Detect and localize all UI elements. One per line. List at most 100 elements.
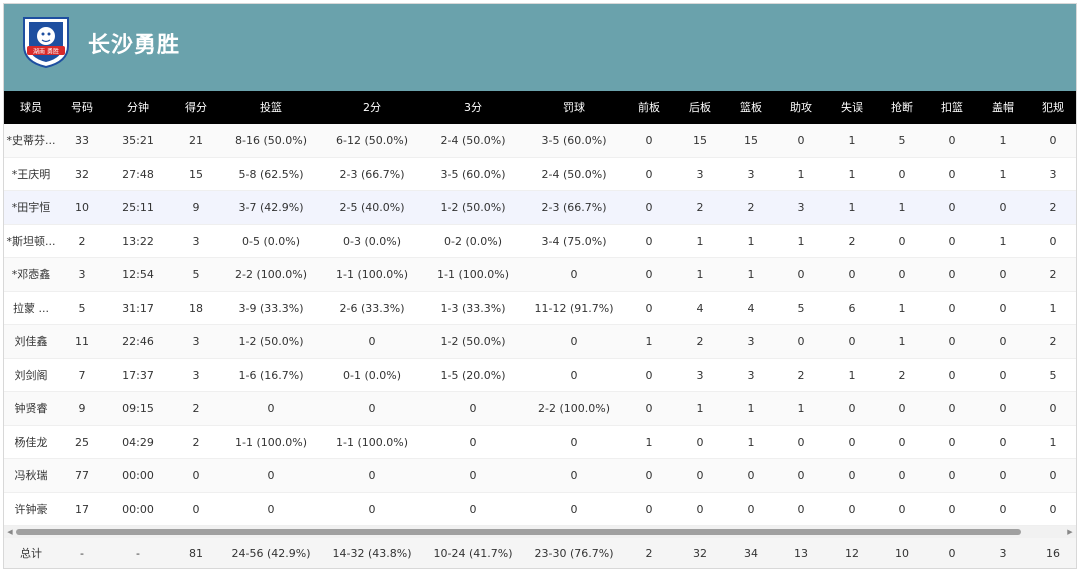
stat-cell: 0 xyxy=(999,435,1007,449)
stat-cell: 13:22 xyxy=(122,234,154,248)
stat-cell: 00:00 xyxy=(122,469,154,482)
stat-cell: 1-1 (100.0%) xyxy=(437,268,509,281)
stat-cell: 1-5 (20.0%) xyxy=(440,368,506,382)
stat-cell: 2-4 (50.0%) xyxy=(440,134,506,147)
stat-cell: 1-1 (100.0%) xyxy=(336,435,408,449)
stat-cell: 0 xyxy=(747,502,755,516)
stat-cell: 0 xyxy=(645,368,653,382)
stat-cell: 5 xyxy=(78,301,86,315)
totals-label: 总计 xyxy=(20,547,42,560)
stat-cell: 2 xyxy=(1049,335,1057,348)
stat-cell: 0 xyxy=(645,502,653,516)
stat-cell: 0 xyxy=(898,502,906,516)
stat-cell: 1-2 (50.0%) xyxy=(440,335,506,348)
total-cell: 3 xyxy=(999,547,1007,560)
column-header: 抢断 xyxy=(891,101,913,114)
stat-cell: 0 xyxy=(948,435,956,449)
stat-cell: 0 xyxy=(469,402,477,415)
stat-cell: 8-16 (50.0%) xyxy=(235,134,307,147)
stat-cell: 0 xyxy=(898,268,906,281)
stat-cell: 2 xyxy=(747,201,755,214)
stat-cell: 17 xyxy=(75,502,89,516)
stat-cell: 04:29 xyxy=(122,435,154,449)
stat-cell: 3 xyxy=(797,201,805,214)
table-header: 球员 号码 分钟 得分 投篮 2分 3分 罚球 前板 后板 篮板 助攻 失误 抢断 扣篮 盖帽 犯规 xyxy=(4,91,1076,124)
stat-cell: 0 xyxy=(999,268,1007,281)
stat-cell: 5 xyxy=(898,134,906,147)
stat-cell: 0 xyxy=(368,469,376,482)
column-header: 3分 xyxy=(464,101,482,114)
stat-cell: 0 xyxy=(645,402,653,415)
stat-cell: 0 xyxy=(948,234,956,248)
table-row: 钟贤睿 9 09:15 2 0 0 0 2-2 (100.0%) 0 1 1 1 0 0 0 0 0 xyxy=(4,392,1076,426)
stat-cell: 2-3 (66.7%) xyxy=(339,167,405,181)
stat-cell: 0 xyxy=(570,435,578,449)
stat-cell: 1 xyxy=(696,268,704,281)
stat-cell: 1 xyxy=(696,402,704,415)
stat-cell: 15 xyxy=(189,167,203,181)
stat-cell: 0 xyxy=(696,469,704,482)
stat-cell: 2 xyxy=(192,402,200,415)
stat-cell: 0 xyxy=(898,167,906,181)
stat-cell: 0 xyxy=(570,502,578,516)
stat-cell: 77 xyxy=(75,469,89,482)
stat-cell: 22:46 xyxy=(122,335,154,348)
stat-cell: 0 xyxy=(898,435,906,449)
stat-cell: 0 xyxy=(192,502,200,516)
stat-cell: 17:37 xyxy=(122,368,154,382)
stat-cell: 0 xyxy=(645,134,653,147)
column-header: 前板 xyxy=(638,101,660,114)
stat-cell: 2 xyxy=(898,368,906,382)
total-cell: 24-56 (42.9%) xyxy=(231,547,311,560)
stat-cell: 2 xyxy=(1049,201,1057,214)
stat-cell: 1 xyxy=(848,167,856,181)
stat-cell: 0-5 (0.0%) xyxy=(242,234,300,248)
column-header: 后板 xyxy=(689,101,711,114)
stat-cell: 0 xyxy=(848,335,856,348)
stat-cell: 27:48 xyxy=(122,167,154,181)
stat-cell: 0 xyxy=(848,402,856,415)
stat-cell: 0 xyxy=(948,335,956,348)
stat-cell: 0 xyxy=(948,268,956,281)
stat-cell: 1 xyxy=(898,301,906,315)
stat-cell: 0-1 (0.0%) xyxy=(343,368,401,382)
column-header: 投篮 xyxy=(260,101,282,114)
total-cell: - xyxy=(80,547,84,560)
stat-cell: 0 xyxy=(696,435,704,449)
player-name: *田宇恒 xyxy=(11,201,51,214)
stat-cell: 1 xyxy=(747,268,755,281)
stat-cell: 21 xyxy=(189,134,203,147)
scroll-thumb[interactable] xyxy=(16,529,1021,535)
stat-cell: 3 xyxy=(192,335,200,348)
stat-cell: 5 xyxy=(192,268,200,281)
stat-cell: 0 xyxy=(948,402,956,415)
horizontal-scrollbar[interactable]: ◀ ▶ xyxy=(4,526,1076,538)
column-header: 得分 xyxy=(185,101,207,114)
table-row: 冯秋瑞 77 00:00 0 0 0 0 0 0 0 0 0 0 0 0 0 0 xyxy=(4,459,1076,493)
stat-cell: 0 xyxy=(999,301,1007,315)
stat-cell: 0 xyxy=(948,167,956,181)
stat-cell: 0 xyxy=(999,402,1007,415)
stat-cell: 0 xyxy=(948,301,956,315)
stat-cell: 0 xyxy=(797,134,805,147)
stat-cell: 3 xyxy=(696,167,704,181)
stat-cell: 0 xyxy=(1049,502,1057,516)
stat-cell: 3 xyxy=(1049,167,1057,181)
table-row: 杨佳龙 25 04:29 2 1-1 (100.0%) 1-1 (100.0%) 0 0 1 0 1… xyxy=(4,426,1076,459)
stat-cell: 3-5 (60.0%) xyxy=(541,134,607,147)
stat-cell: 6 xyxy=(848,301,856,315)
stat-cell: 10 xyxy=(75,201,89,214)
stat-cell: 3-5 (60.0%) xyxy=(440,167,506,181)
stat-cell: 0 xyxy=(645,167,653,181)
stat-cell: 12:54 xyxy=(122,268,154,281)
scroll-right-icon[interactable]: ▶ xyxy=(1067,528,1073,536)
player-name: *史蒂芬... xyxy=(6,134,56,147)
stat-cell: 0 xyxy=(469,469,477,482)
scroll-left-icon[interactable]: ◀ xyxy=(7,528,13,536)
stat-cell: 4 xyxy=(747,301,755,315)
stat-cell: 1-2 (50.0%) xyxy=(238,335,304,348)
stat-cell: 1 xyxy=(848,134,856,147)
stat-cell: 0-3 (0.0%) xyxy=(343,234,401,248)
stat-cell: 0 xyxy=(1049,469,1057,482)
stat-cell: 2 xyxy=(78,234,86,248)
